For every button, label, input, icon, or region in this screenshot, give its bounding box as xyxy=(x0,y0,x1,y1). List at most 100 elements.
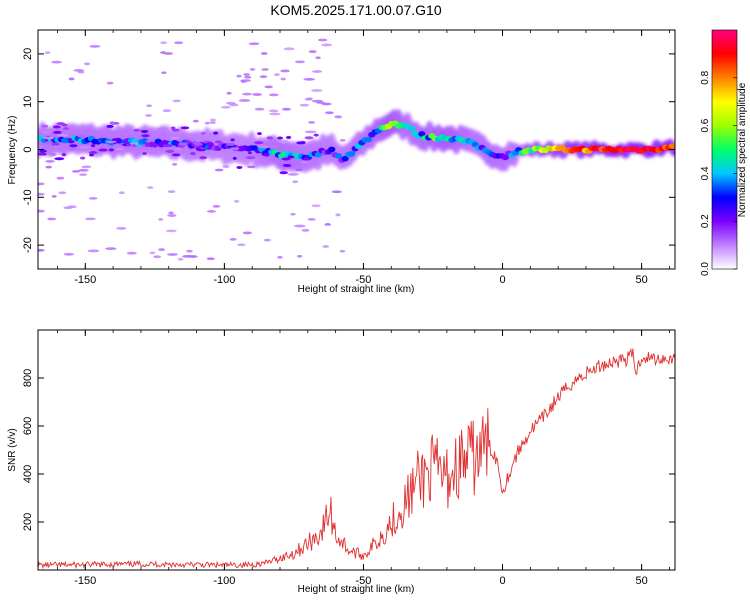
heat-speckle xyxy=(236,74,242,78)
heat-speckle xyxy=(310,89,323,92)
heat-speckle xyxy=(268,109,279,113)
heat-speckle xyxy=(261,68,269,71)
spectrogram-y-ticks: -20 -10 0 10 20 xyxy=(22,48,675,253)
heat-speckle xyxy=(38,182,45,186)
heat-speckle xyxy=(38,152,46,156)
heat-speckle xyxy=(98,148,108,152)
snr-x-tick-label: -150 xyxy=(74,575,96,587)
heat-speckle xyxy=(325,111,334,115)
colorbar-scale xyxy=(711,29,738,270)
heat-speckle xyxy=(213,131,219,135)
heat-speckle xyxy=(161,71,167,75)
heat-speckle xyxy=(178,142,188,146)
spectrogram-heat xyxy=(38,38,675,261)
snr-x-tick-label: -50 xyxy=(356,575,372,587)
heat-speckle xyxy=(229,147,240,151)
snr-line xyxy=(38,347,675,570)
spectrogram-y-tick-label: -20 xyxy=(22,237,34,253)
heat-speckle xyxy=(260,52,268,55)
heat-speckle xyxy=(141,134,150,138)
spectrogram-y-tick-label: 10 xyxy=(22,96,34,108)
heat-speckle xyxy=(82,148,89,152)
heat-speckle xyxy=(313,133,319,137)
heat-speckle xyxy=(304,130,317,134)
heat-speckle xyxy=(63,206,73,210)
heat-speckle xyxy=(297,254,303,258)
heat-speckle xyxy=(83,62,91,66)
heat-speckle xyxy=(42,136,55,140)
heat-speckle xyxy=(78,168,89,172)
heat-speckle xyxy=(165,149,175,153)
heat-speckle xyxy=(118,191,125,195)
heat-speckle xyxy=(71,169,81,173)
heat-speckle xyxy=(106,124,114,128)
heat-speckle xyxy=(301,228,310,232)
heat-speckle xyxy=(45,141,53,145)
heat-cell xyxy=(364,136,373,143)
heat-speckle xyxy=(88,151,98,155)
heat-speckle xyxy=(142,151,147,155)
heat-cell xyxy=(334,153,343,159)
heat-speckle xyxy=(51,195,57,198)
heat-speckle xyxy=(280,77,286,81)
heat-speckle xyxy=(229,238,237,241)
heat-speckle xyxy=(45,160,55,163)
colorbar-tick-label: 0.2 xyxy=(700,214,711,228)
heat-speckle xyxy=(280,69,290,73)
heat-speckle xyxy=(321,102,332,106)
spectrogram-x-label: Height of straight line (km) xyxy=(298,284,415,295)
heat-speckle xyxy=(145,114,152,117)
heat-speckle xyxy=(226,142,236,146)
heat-speckle xyxy=(269,112,281,116)
heat-speckle xyxy=(162,109,172,113)
heat-speckle xyxy=(133,128,141,132)
heat-speckle xyxy=(322,245,330,248)
heat-speckle xyxy=(38,209,45,213)
heat-speckle xyxy=(303,77,316,81)
heat-cell xyxy=(314,151,322,158)
heat-speckle xyxy=(69,144,78,148)
heat-speckle xyxy=(294,60,306,64)
heat-speckle xyxy=(153,255,161,259)
heat-speckle xyxy=(209,121,216,125)
heat-speckle xyxy=(170,126,176,130)
heat-speckle xyxy=(79,173,88,177)
heat-speckle xyxy=(307,217,316,221)
heat-cell xyxy=(408,125,416,132)
spectrogram-x-tick-label: 0 xyxy=(499,274,505,286)
heat-speckle xyxy=(300,160,309,164)
heat-speckle xyxy=(205,142,214,146)
heat-speckle xyxy=(79,145,92,149)
heat-speckle xyxy=(296,141,306,145)
heat-speckle xyxy=(81,165,92,169)
heat-speckle xyxy=(311,204,321,208)
heat-speckle xyxy=(209,118,216,122)
figure-title: KOM5.2025.171.00.07.G10 xyxy=(270,2,441,18)
heat-speckle xyxy=(49,153,57,156)
heat-speckle xyxy=(244,75,252,79)
heat-speckle xyxy=(158,218,164,221)
heat-speckle xyxy=(307,97,313,101)
snr-frame xyxy=(37,329,676,571)
heat-speckle xyxy=(236,165,243,169)
heat-cell xyxy=(501,154,509,161)
heat-speckle xyxy=(195,147,201,151)
heat-speckle xyxy=(225,101,236,105)
heat-speckle xyxy=(295,168,303,172)
heat-speckle xyxy=(131,144,137,148)
heat-speckle xyxy=(268,93,279,97)
heat-speckle xyxy=(318,38,328,42)
heat-speckle xyxy=(109,121,115,125)
heat-speckle xyxy=(56,176,65,180)
heat-speckle xyxy=(308,120,316,124)
heat-speckle xyxy=(146,104,152,108)
snr-y-tick-label: 800 xyxy=(22,369,34,387)
heat-speckle xyxy=(105,247,117,251)
heat-speckle xyxy=(281,107,291,111)
heat-speckle xyxy=(68,77,75,81)
heat-speckle xyxy=(233,199,240,203)
heat-speckle xyxy=(88,196,98,200)
heat-speckle xyxy=(146,186,154,189)
heat-speckle xyxy=(172,99,181,103)
heat-speckle xyxy=(77,70,85,74)
